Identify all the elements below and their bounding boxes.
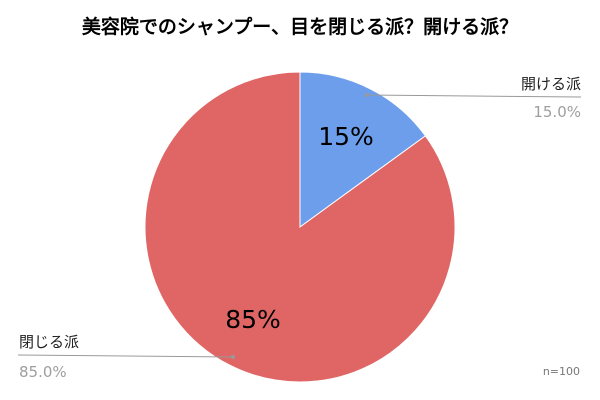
callout-label-closed: 閉じる派	[19, 333, 79, 351]
leader-line-open	[366, 94, 582, 98]
chart-title: 美容院でのシャンプー、目を閉じる派？開ける派？	[81, 16, 519, 38]
callout-percent-closed: 85.0%	[19, 363, 67, 381]
callout-percent-open: 15.0%	[533, 103, 581, 121]
pie-slice-open	[299, 71, 427, 228]
leader-dot-closed	[231, 355, 235, 359]
pie-slice-closed	[144, 71, 456, 383]
slice-label-closed: 85%	[225, 305, 281, 334]
leader-line-closed	[17, 354, 234, 358]
sample-size-note: n=100	[543, 365, 580, 378]
callout-label-open: 開ける派	[521, 75, 581, 93]
leader-dot-open	[365, 93, 369, 97]
slice-label-open: 15%	[318, 122, 374, 151]
